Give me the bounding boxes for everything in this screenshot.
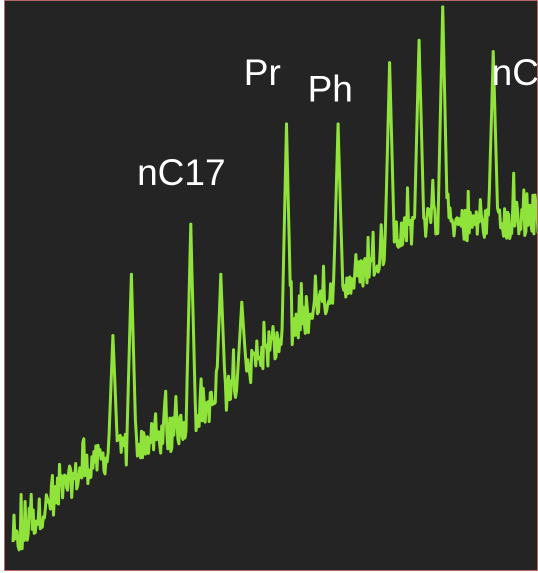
chromatogram-svg: nC17 Pr Ph nC: [11, 5, 538, 552]
peak-label-nc17: nC17: [137, 152, 225, 193]
peak-apex-3: [189, 222, 193, 226]
label-layer: nC17 Pr Ph nC: [137, 52, 538, 193]
peak-label-pr: Pr: [244, 52, 281, 93]
peak-apex-8: [388, 61, 392, 65]
peak-apex-1: [111, 334, 115, 338]
trace-layer: [11, 5, 537, 552]
peak-apex-4: [219, 272, 223, 276]
peak-apex-11: [491, 50, 495, 54]
peak-apex-10: [441, 5, 445, 9]
peak-apex-7: [336, 122, 340, 126]
peak-apex-5: [240, 300, 244, 304]
chromatogram-trace: [11, 5, 537, 552]
peak-apex-9: [417, 38, 421, 42]
chromatogram-plot: nC17 Pr Ph nC: [4, 0, 538, 571]
peak-apex-6: [285, 122, 288, 126]
peak-label-ph: Ph: [308, 69, 353, 110]
peak-apex-2: [129, 272, 133, 276]
peak-label-nc: nC: [492, 52, 538, 93]
